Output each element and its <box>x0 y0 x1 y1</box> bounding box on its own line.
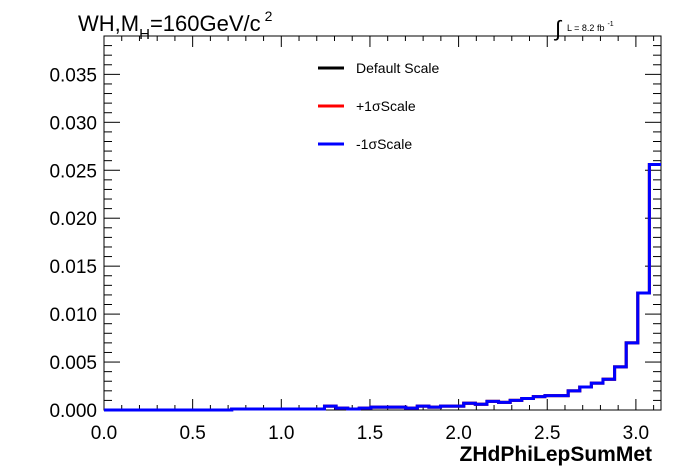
x-axis-title: ZHdPhiLepSumMet <box>460 443 653 466</box>
x-tick-label: 0.0 <box>91 423 117 444</box>
svg-text:L = 8.2 fb-1: L = 8.2 fb -1 <box>567 21 614 33</box>
x-tick-label: 3.0 <box>623 423 649 444</box>
luminosity-text: L = 8.2 fb <box>567 23 604 33</box>
x-tick-label: 2.5 <box>534 423 560 444</box>
y-tick-label: 0.010 <box>49 305 97 326</box>
y-tick-label: 0.020 <box>49 209 97 230</box>
x-tick-label: 2.0 <box>445 423 471 444</box>
legend: Default Scale +1σScale -1σScale <box>318 60 439 152</box>
legend-label: Default Scale <box>356 60 439 76</box>
chart-title-tail: =160GeV/c <box>150 11 261 36</box>
legend-label: +1σScale <box>356 98 416 114</box>
y-tick-label: 0.000 <box>49 401 97 422</box>
series-line <box>104 163 661 412</box>
y-tick-label: 0.035 <box>49 65 97 86</box>
legend-label: -1σScale <box>356 136 412 152</box>
chart-title: WH,MH=160GeV/c 2 <box>78 8 273 43</box>
y-tick-label: 0.015 <box>49 257 97 278</box>
series-line <box>104 163 661 412</box>
x-tick-label: 0.5 <box>179 423 205 444</box>
x-tick-label: 1.5 <box>357 423 383 444</box>
plot-frame <box>103 35 662 411</box>
y-tick-label: 0.005 <box>49 353 97 374</box>
y-tick-label: 0.025 <box>49 161 97 182</box>
integral-icon: ∫ <box>553 16 563 41</box>
y-tick-label: 0.030 <box>49 113 97 134</box>
x-tick-label: 1.0 <box>268 423 294 444</box>
chart-title-subscript: H <box>139 26 150 43</box>
series-line <box>104 163 661 412</box>
luminosity-superscript: -1 <box>607 21 613 28</box>
x-axis: 0.0 0.5 1.0 1.5 2.0 2.5 3.0 <box>91 36 655 444</box>
y-axis: 0.000 0.005 0.010 0.015 0.020 0.025 0.030 0.035 <box>49 45 661 422</box>
series-layer <box>104 163 661 412</box>
luminosity-label: ∫ L = 8.2 fb -1 <box>553 16 614 41</box>
chart-title-superscript: 2 <box>265 8 273 24</box>
